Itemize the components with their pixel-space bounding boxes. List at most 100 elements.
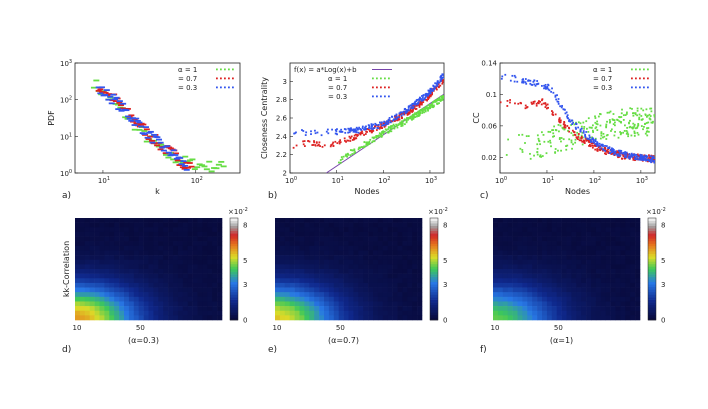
series-2 — [95, 86, 190, 171]
data-point — [560, 149, 562, 152]
heat-cell — [143, 269, 149, 274]
heat-cell — [512, 269, 518, 274]
heat-cell — [382, 292, 388, 298]
heat-cell — [177, 315, 184, 321]
data-point — [552, 114, 555, 116]
heat-cell — [387, 250, 393, 256]
data-point — [600, 134, 603, 137]
heat-cell — [192, 292, 198, 298]
data-point — [524, 78, 527, 80]
heat-cell — [387, 315, 393, 321]
data-point — [438, 85, 440, 88]
data-point — [574, 134, 577, 136]
data-point — [634, 112, 637, 115]
data-point — [388, 119, 390, 122]
heat-cell — [625, 310, 631, 316]
data-point — [560, 140, 562, 143]
heat-cell — [182, 264, 188, 270]
data-point — [590, 141, 593, 143]
heat-cell — [537, 287, 543, 293]
data-point — [606, 120, 608, 123]
data-point — [377, 123, 380, 126]
heat-cell — [527, 255, 533, 261]
heat-cell — [163, 255, 169, 261]
heat-cell — [324, 278, 330, 284]
heat-cell — [493, 250, 499, 256]
legend-point — [224, 86, 226, 89]
heat-cell — [128, 310, 135, 316]
heat-cell — [363, 292, 369, 298]
heat-cell — [89, 296, 95, 302]
data-point — [316, 144, 319, 147]
heat-cell — [635, 231, 641, 237]
heat-cell — [542, 264, 548, 270]
series-1 — [292, 78, 444, 149]
data-mark — [165, 151, 172, 154]
heat-cell — [202, 222, 208, 228]
heat-cell — [363, 287, 369, 293]
heat-cell — [289, 292, 295, 298]
colorbar-cell — [648, 297, 656, 300]
heat-cell — [615, 222, 621, 228]
heat-cell — [279, 278, 286, 284]
data-point — [370, 127, 373, 130]
heat-cell — [133, 315, 139, 321]
data-mark — [208, 170, 215, 173]
heat-cell — [493, 301, 499, 307]
heat-cell — [187, 236, 193, 242]
colorbar-tick-label: 5 — [661, 257, 665, 265]
data-mark — [145, 138, 152, 140]
heat-cell — [84, 306, 90, 312]
legend-point — [372, 77, 374, 80]
heat-cell — [625, 287, 631, 293]
data-point — [331, 128, 333, 131]
colorbar-cell — [648, 238, 656, 242]
data-point — [571, 123, 573, 125]
heat-cell — [635, 315, 641, 321]
data-point — [591, 124, 594, 127]
heat-cell — [373, 236, 379, 242]
heat-cell — [615, 296, 621, 302]
heat-cell — [158, 255, 164, 261]
heat-cell — [591, 306, 597, 312]
heat-cell — [138, 222, 144, 228]
y-tick-label: 0.14 — [481, 60, 497, 68]
data-point — [539, 154, 542, 157]
data-point — [548, 89, 551, 92]
heat-cell — [397, 255, 403, 261]
heat-cell — [373, 269, 379, 274]
data-mark — [154, 144, 161, 147]
data-point — [397, 124, 400, 126]
heat-cell — [497, 264, 504, 270]
heat-cell — [561, 306, 567, 312]
data-point — [634, 159, 636, 162]
data-point — [397, 116, 400, 119]
colorbar-cell — [648, 228, 656, 232]
data-point — [596, 149, 599, 152]
legend-label: α = 1 — [593, 66, 612, 74]
heat-cell — [630, 310, 636, 316]
heat-cell — [207, 273, 213, 279]
heat-cell — [207, 301, 213, 307]
heat-cell — [99, 259, 105, 265]
heat-cell — [402, 250, 408, 256]
heat-cell — [368, 245, 374, 251]
heat-cell — [493, 231, 499, 237]
heat-cell — [143, 255, 149, 261]
colorbar-cell — [230, 235, 238, 239]
heat-cell — [163, 241, 169, 247]
heat-cell — [348, 231, 354, 237]
heat-cell — [319, 222, 325, 228]
heat-cell — [358, 296, 364, 302]
heat-cell — [289, 273, 295, 279]
heat-cell — [138, 218, 144, 223]
data-point — [650, 158, 653, 161]
data-point — [633, 125, 636, 127]
heat-cell — [289, 315, 295, 321]
heat-cell — [620, 315, 626, 321]
heat-cell — [163, 296, 169, 302]
data-mark — [180, 160, 187, 163]
data-point — [360, 146, 363, 149]
colorbar-cell — [230, 286, 238, 290]
data-point — [533, 79, 536, 82]
